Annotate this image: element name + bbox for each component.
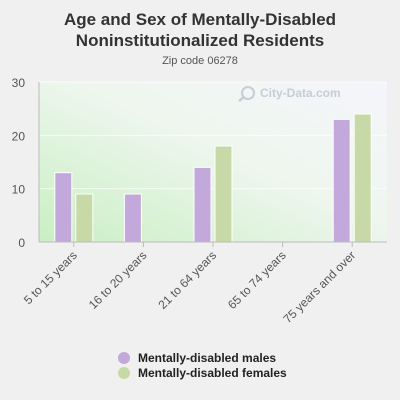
x-tick-label: 65 to 74 years [225,248,289,312]
x-tick-label: 5 to 15 years [21,248,80,307]
bar-females [214,145,233,243]
legend-label-males: Mentally-disabled males [138,350,277,365]
legend-swatch-females [118,366,130,379]
legend-label-females: Mentally-disabled females [138,365,287,380]
legend: Mentally-disabled males Mentally-disable… [118,350,287,380]
x-tick-label: 16 to 20 years [86,248,150,312]
bar-males [54,172,73,243]
x-tick-label: 75 years and over [280,248,358,326]
plot-background [39,82,387,242]
bar-females [353,113,372,243]
y-tick-label: 20 [12,129,26,143]
watermark-text: City-Data.com [260,86,341,100]
chart-title: Age and Sex of Mentally-Disabled Noninst… [63,10,337,50]
bar-males [123,193,142,243]
legend-swatch-males [118,351,130,364]
chart-subtitle: Zip code 06278 [162,55,238,67]
x-tick-label: 21 to 64 years [155,248,219,312]
watermark: City-Data.com [238,86,341,102]
bar-males [193,166,212,243]
y-tick-label: 0 [18,236,25,250]
grid-lines [39,81,387,190]
bar-males [332,118,351,243]
legend-item-females: Mentally-disabled females [118,365,287,380]
watermark-magnifier-icon [241,86,255,100]
y-tick-label: 30 [12,76,26,90]
y-tick-label: 10 [12,183,26,197]
bars [54,113,372,243]
bar-females [75,193,94,243]
legend-item-males: Mentally-disabled males [118,350,287,365]
